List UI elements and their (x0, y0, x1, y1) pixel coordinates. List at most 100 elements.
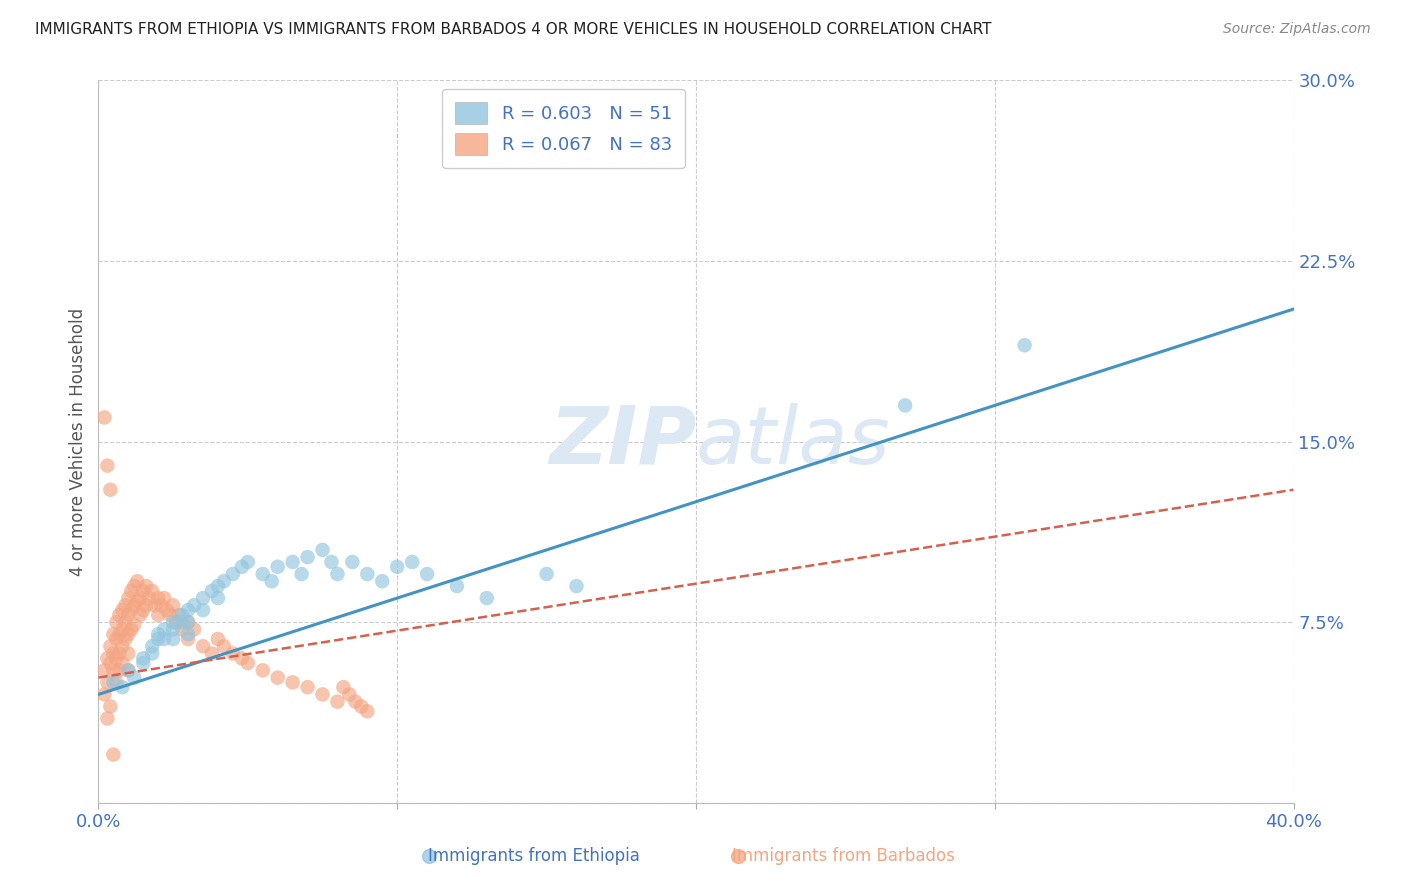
Point (371, 574, 394, 589)
Point (326, 695, 349, 709)
Point (103, 647, 125, 661)
Point (93, 687, 115, 701)
Point (117, 627, 139, 641)
Point (281, 555, 304, 569)
Point (93, 410, 115, 425)
Point (162, 632, 184, 646)
Point (212, 574, 235, 589)
Point (207, 579, 229, 593)
Point (117, 664, 139, 678)
Point (114, 632, 136, 646)
Point (105, 632, 128, 646)
Point (342, 555, 364, 569)
Point (141, 583, 163, 598)
Point (98, 699, 122, 714)
Point (138, 591, 160, 605)
Point (153, 632, 176, 646)
Point (143, 599, 166, 613)
Point (172, 623, 194, 637)
Point (96, 712, 118, 726)
Point (207, 591, 229, 605)
Point (148, 627, 170, 641)
Point (153, 591, 176, 605)
Point (267, 559, 290, 574)
Point (297, 680, 319, 694)
Point (162, 599, 184, 613)
Text: Source: ZipAtlas.com: Source: ZipAtlas.com (1223, 22, 1371, 37)
Point (120, 603, 142, 617)
Point (141, 639, 163, 653)
Point (475, 591, 498, 605)
Point (291, 567, 314, 582)
Point (108, 607, 131, 622)
Point (321, 555, 343, 569)
Point (156, 603, 179, 617)
Point (332, 680, 354, 694)
Point (114, 599, 136, 613)
Point (132, 651, 155, 665)
Point (148, 591, 170, 605)
Point (153, 623, 176, 637)
Point (148, 632, 170, 646)
Point (127, 593, 149, 607)
Point (183, 599, 205, 613)
Text: atlas: atlas (696, 402, 891, 481)
Point (98, 639, 122, 653)
Point (222, 647, 245, 661)
Point (344, 695, 367, 709)
Point (117, 591, 139, 605)
Point (124, 579, 146, 593)
Point (98, 483, 122, 497)
Point (120, 583, 142, 598)
Point (103, 675, 125, 690)
Point (565, 579, 588, 593)
Point (183, 623, 205, 637)
Point (111, 680, 134, 694)
Point (177, 603, 200, 617)
Point (201, 583, 224, 598)
Point (356, 567, 378, 582)
Point (401, 555, 423, 569)
Point (96, 651, 118, 665)
Text: IMMIGRANTS FROM ETHIOPIA VS IMMIGRANTS FROM BARBADOS 4 OR MORE VEHICLES IN HOUSE: IMMIGRANTS FROM ETHIOPIA VS IMMIGRANTS F… (35, 22, 991, 37)
Point (311, 687, 333, 701)
Point (132, 603, 155, 617)
Point (207, 632, 229, 646)
Point (252, 664, 274, 678)
Point (191, 591, 214, 605)
Point (172, 607, 194, 622)
Point (356, 704, 378, 718)
Point (135, 579, 157, 593)
Point (260, 574, 283, 589)
Legend: R = 0.603   N = 51, R = 0.067   N = 83: R = 0.603 N = 51, R = 0.067 N = 83 (441, 89, 685, 168)
Point (165, 615, 187, 630)
Point (236, 555, 259, 569)
Point (103, 627, 125, 641)
Point (446, 579, 468, 593)
Point (124, 599, 146, 613)
Point (108, 647, 131, 661)
Point (191, 603, 214, 617)
Point (98, 656, 122, 670)
Text: ZIP: ZIP (548, 402, 696, 481)
Point (172, 615, 194, 630)
Point (108, 664, 131, 678)
Point (281, 675, 304, 690)
Point (132, 583, 155, 598)
Point (105, 675, 128, 690)
Point (177, 627, 200, 641)
Text: Immigrants from Barbados: Immigrants from Barbados (733, 847, 955, 865)
Point (105, 651, 128, 665)
Point (129, 591, 152, 605)
Point (135, 599, 157, 613)
Point (231, 559, 253, 574)
Point (124, 617, 146, 632)
Point (297, 550, 319, 565)
Point (127, 574, 149, 589)
Point (148, 607, 170, 622)
Point (385, 559, 409, 574)
Point (267, 671, 290, 685)
Point (111, 623, 134, 637)
Point (105, 615, 128, 630)
Point (159, 607, 181, 622)
